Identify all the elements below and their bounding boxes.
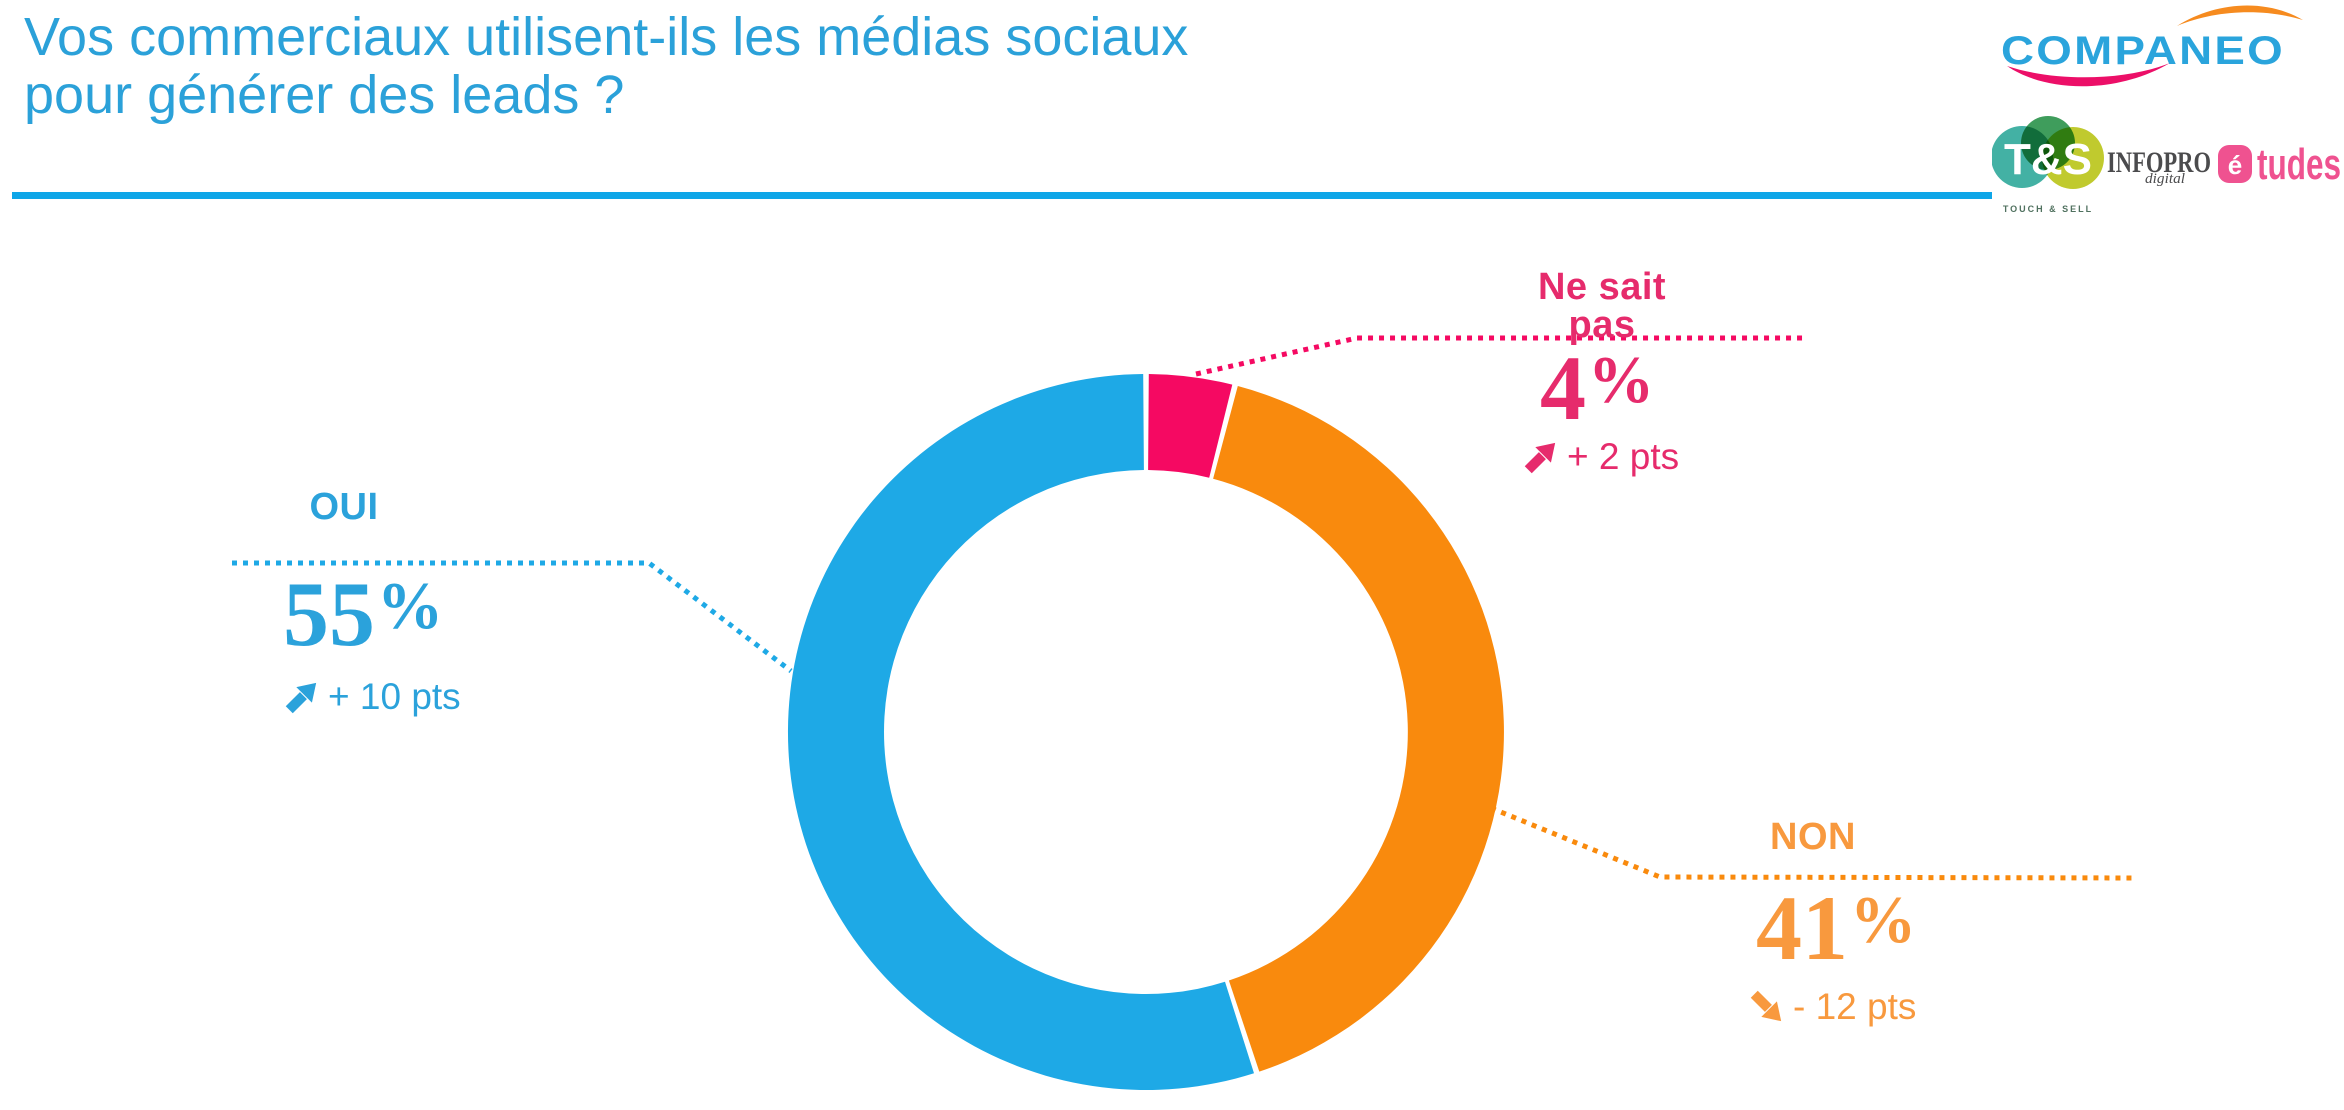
callout-delta: - 12 pts — [1750, 988, 1916, 1025]
page-title-line1: Vos commerciaux utilisent-ils les médias… — [24, 7, 1189, 67]
ts-monogram: T&S — [2004, 135, 2092, 184]
divider-rule — [12, 192, 1992, 199]
etudes-bubble-icon — [2218, 145, 2252, 183]
etudes-rest: tudes — [2257, 140, 2341, 189]
callout-value: 4% — [1540, 337, 1655, 439]
callout-delta-text: + 2 pts — [1567, 436, 1680, 477]
ts-caption: TOUCH & SELL — [2003, 204, 2093, 214]
leader-line-nsp — [1195, 335, 1808, 377]
companeo-logo: COMPANEO — [2001, 5, 2303, 87]
callout-label: Ne sait pas — [1537, 266, 1667, 346]
trend-up-icon — [285, 680, 319, 714]
page-title: Vos commerciaux utilisent-ils les médias… — [24, 8, 1188, 124]
trend-down-icon — [1750, 990, 1784, 1024]
touch-and-sell-logo: T&S TOUCH & SELL — [1992, 116, 2104, 214]
infopro-etudes-logo: INFOPRO digital é tudes — [2107, 140, 2341, 189]
callout-delta: + 10 pts — [285, 678, 461, 715]
trend-up-icon — [1524, 440, 1558, 474]
page-title-line2: pour générer des leads ? — [24, 65, 625, 125]
infopro-wordmark: INFOPRO — [2107, 146, 2211, 179]
companeo-swoosh-top-icon — [2177, 5, 2303, 26]
donut-slice-non — [1213, 386, 1504, 1072]
leader-line-non — [1490, 805, 2137, 881]
callout-delta-text: - 12 pts — [1793, 986, 1917, 1027]
companeo-swoosh-bottom-icon — [2007, 63, 2170, 87]
ts-circle-yellow-icon — [2042, 127, 2104, 189]
callout-label: NON — [1770, 816, 1856, 858]
callout-label: OUI — [309, 486, 379, 528]
donut-slice-oui — [787, 374, 1254, 1090]
companeo-wordmark: COMPANEO — [2001, 29, 2285, 73]
callout-value: 55% — [283, 563, 444, 665]
etudes-initial: é — [2228, 150, 2242, 180]
callout-delta-text: + 10 pts — [328, 676, 461, 717]
donut-slice-nsp — [1148, 374, 1233, 478]
infopro-digital-script: digital — [2145, 171, 2185, 187]
callout-value: 41% — [1756, 877, 1917, 979]
callout-delta: + 2 pts — [1524, 438, 1679, 475]
